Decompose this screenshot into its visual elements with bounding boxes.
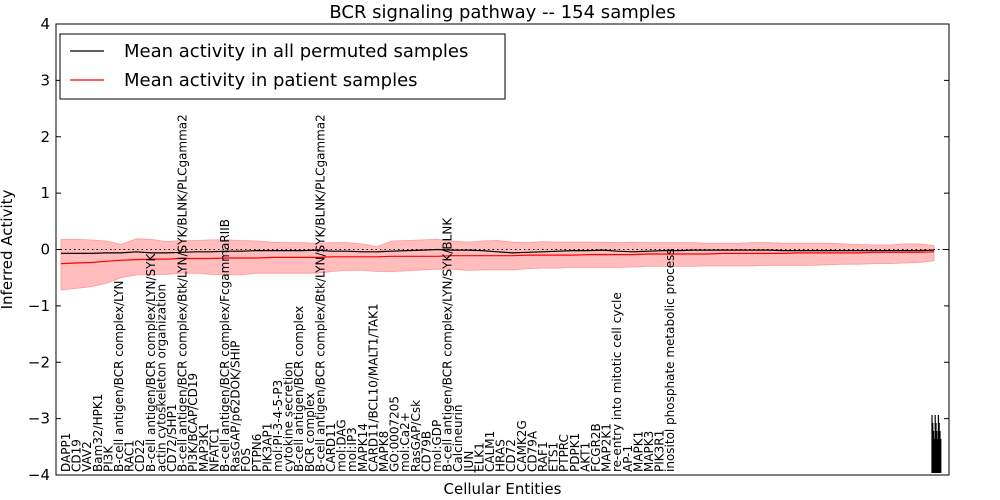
entity-label: MAP2K1	[600, 423, 614, 472]
y-tick-label: 3	[40, 71, 50, 89]
entity-label: FCGR2B	[589, 423, 603, 472]
y-axis-title: Inferred Activity	[0, 189, 16, 309]
entity-label: CD22	[133, 439, 147, 472]
entity-label: mol:Ca2+	[398, 412, 412, 472]
band-layer	[60, 238, 935, 291]
entity-label: CD72	[504, 439, 518, 472]
y-tick-label: 0	[40, 241, 50, 259]
entity-label: ELK1	[472, 442, 486, 472]
entity-label: B-cell antigen/BCR complex/LYN/SYK/BLNK	[441, 217, 455, 472]
series-line-patient	[60, 251, 935, 265]
entity-label: B-cell antigen/BCR complex/Btk/LYN/SYK/B…	[313, 114, 327, 472]
entity-label: AKT1	[578, 442, 592, 472]
y-tick-label: 2	[40, 128, 50, 146]
y-tick-label: 1	[40, 184, 50, 202]
entity-label: B-cell antigen/BCR complex/LYN/SYK	[144, 252, 158, 472]
entity-label: B-cell antigen/BCR complex	[292, 306, 306, 472]
y-axis: −4 −3 −2 −1 0 1 2 3 4	[28, 15, 949, 484]
entity-label: RAC1	[123, 440, 137, 472]
y-tick-label: −2	[28, 353, 50, 371]
entity-label: NFATC1	[207, 427, 221, 472]
legend-box	[59, 33, 506, 100]
series-line-permuted	[61, 248, 935, 254]
entity-label: mol:GDP	[430, 420, 444, 472]
entity-label: MAP3K1	[197, 423, 211, 472]
entity-label: CALM1	[483, 431, 497, 472]
entity-label: mol:DAG	[335, 419, 349, 472]
entity-label: mol:PI-3-4-5-P3	[271, 380, 285, 472]
y-tick-label: −4	[28, 466, 50, 484]
y-tick-label: 4	[40, 15, 50, 33]
entity-label: MAPK3	[642, 431, 656, 472]
x-axis-title: Cellular Entities	[444, 480, 562, 498]
entity-label: CD19	[70, 439, 84, 472]
entity-label: ETS1	[547, 442, 561, 472]
y-tick-label: −3	[28, 410, 50, 428]
entity-label: RasGAP/p62DOK/SHIP	[229, 341, 243, 472]
entity-label: CD79B	[419, 431, 433, 472]
entity-label: CD72/SHP1	[165, 404, 179, 472]
line-layer	[60, 248, 935, 265]
entity-label: B-cell antigen/BCR complex/FcgammaRIIB	[218, 219, 232, 472]
entity-label: mol:IP3	[345, 427, 359, 472]
entity-label: AP-1	[621, 445, 635, 472]
entity-label: re-entry into mitotic cell cycle	[610, 292, 624, 472]
entity-label: PI3K/BCAP/CD19	[186, 373, 200, 472]
entity-label: PTPN6	[250, 434, 264, 472]
entity-label: CAMK2G	[515, 420, 529, 472]
legend-label-permuted: Mean activity in all permuted samples	[124, 41, 468, 62]
entity-label: BCR complex	[303, 393, 317, 472]
entity-label: B-cell antigen/BCR complex/LYN	[112, 280, 126, 472]
entity-label: CARD11	[324, 423, 338, 472]
entity-label: MAPK1	[631, 431, 645, 472]
entity-label: RAF1	[536, 441, 550, 472]
legend: Mean activity in all permuted samples Me…	[59, 33, 506, 100]
entity-label: VAV2	[80, 441, 94, 472]
entity-label: HRAS	[494, 439, 508, 472]
entity-label: PIK3R1	[653, 430, 667, 472]
entity-label: inositol phosphate metabolic process	[663, 248, 677, 472]
entity-label: RasGAP/Csk	[409, 400, 423, 472]
entity-label: MAPK8	[377, 431, 391, 472]
entity-label: DAPP1	[59, 433, 73, 472]
entity-label: CD79A	[525, 430, 539, 472]
entity-label: actin cytoskeleton organization	[154, 284, 168, 472]
entity-label: Bam32/HPK1	[91, 394, 105, 472]
entity-label: B-cell antigen/BCR complex/Btk/LYN/SYK/B…	[176, 114, 190, 472]
entity-label: FOS	[239, 448, 253, 472]
entity-label: PTPRC	[557, 434, 571, 472]
entity-label: cytokine secretion	[282, 362, 296, 472]
entity-label: PI3K	[101, 445, 115, 472]
entity-label: Calcineurin	[451, 405, 465, 472]
entity-label: JUN	[462, 451, 476, 473]
entity-label: GO:0007205	[388, 396, 402, 472]
patient-spread-band	[60, 238, 935, 291]
chart-title: BCR signaling pathway -- 154 samples	[329, 2, 675, 23]
legend-label-patient: Mean activity in patient samples	[124, 70, 418, 91]
entity-label: MAPK14	[356, 423, 370, 472]
entity-label: CARD11/BCL10/MALT1/TAK1	[366, 303, 380, 472]
entity-label: PIK3AP1	[260, 423, 274, 472]
y-tick-label: −1	[28, 297, 50, 315]
entity-label: PDPK1	[568, 433, 582, 472]
